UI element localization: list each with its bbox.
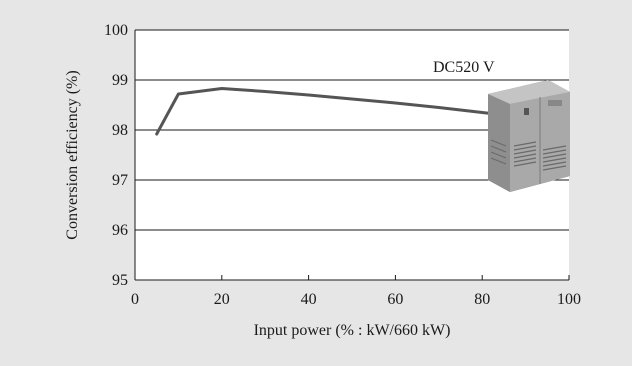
x-tick-label-60: 60 (387, 291, 403, 308)
x-tick-label-40: 40 (301, 291, 317, 308)
x-tick-label-0: 0 (131, 291, 139, 308)
y-tick-label-100: 100 (104, 22, 128, 39)
y-tick-label-95: 95 (112, 272, 128, 289)
x-tick-label-20: 20 (214, 291, 230, 308)
y-axis-title: Conversion efficiency (%) (64, 70, 81, 239)
y-tick-label-96: 96 (112, 222, 128, 239)
x-axis-title: Input power (% : kW/660 kW) (254, 322, 451, 339)
x-tick-label-80: 80 (474, 291, 490, 308)
y-tick-label-99: 99 (112, 72, 128, 89)
series-layer (155, 87, 497, 136)
cabinet-photo (488, 80, 570, 192)
axes: 95 96 97 98 99 100 0 20 40 60 80 100 (104, 22, 581, 308)
x-tick-label-100: 100 (557, 291, 581, 308)
y-tick-label-97: 97 (112, 172, 128, 189)
annotation-label: DC520 V (433, 59, 495, 76)
efficiency-series-line (155, 87, 497, 136)
y-tick-label-98: 98 (112, 122, 128, 139)
